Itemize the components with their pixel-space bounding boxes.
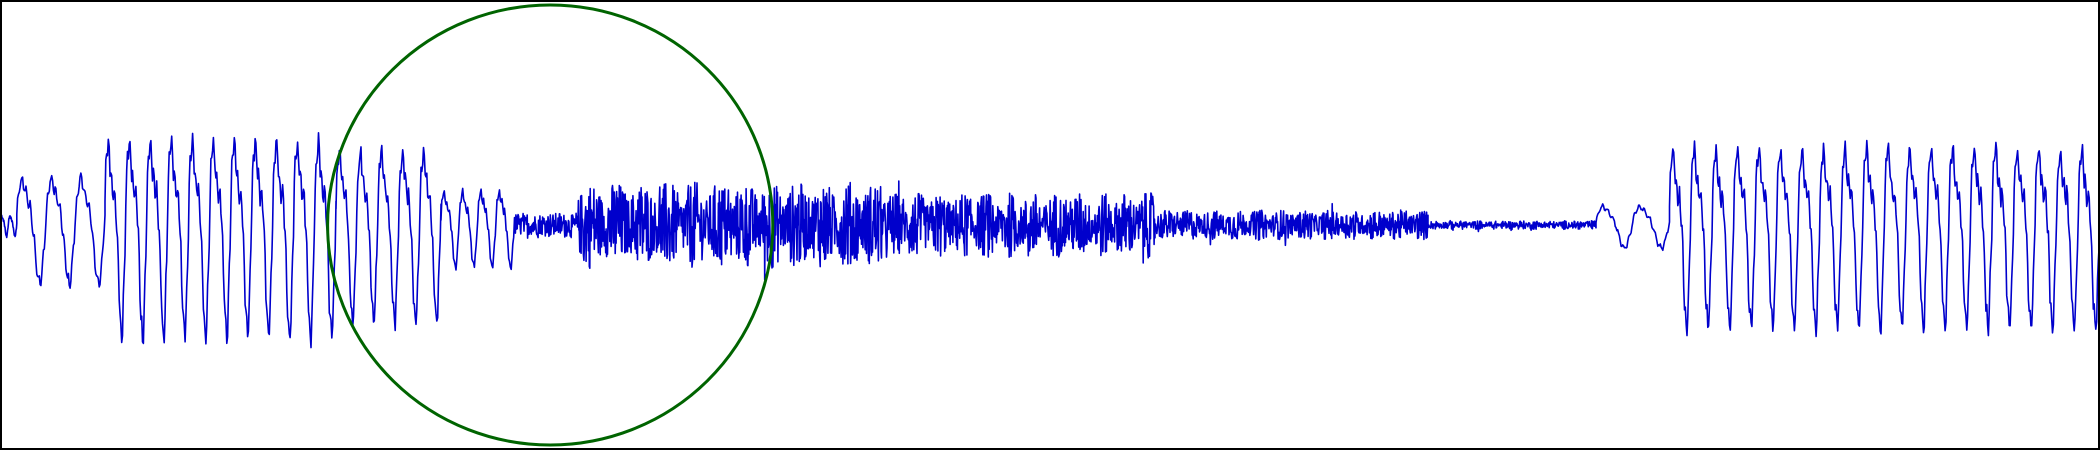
series-layer xyxy=(0,132,2100,349)
highlight-circle-0 xyxy=(326,3,775,447)
waveform-series-line-0 xyxy=(0,132,2100,349)
annotation-layer xyxy=(326,3,775,447)
